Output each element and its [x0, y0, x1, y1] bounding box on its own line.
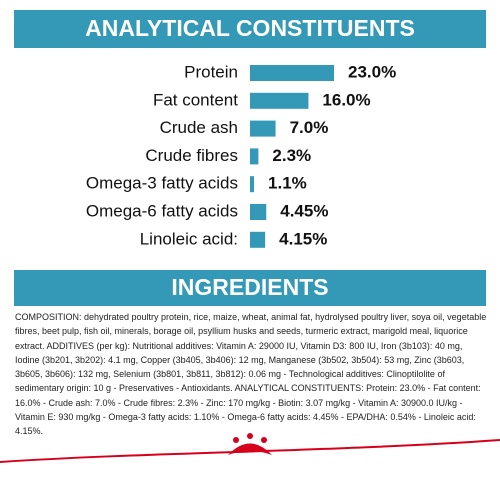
- value-label: 4.15%: [279, 229, 327, 248]
- bar: [250, 65, 334, 81]
- chart-title: ANALYTICAL CONSTITUENTS: [85, 15, 415, 41]
- category-label: Omega-6 fatty acids: [86, 201, 238, 220]
- value-label: 2.3%: [272, 146, 311, 165]
- bar: [250, 92, 309, 109]
- value-label: 7.0%: [290, 118, 329, 137]
- bar: [250, 148, 259, 165]
- bar: [250, 204, 267, 220]
- title-band: [14, 10, 486, 48]
- value-label: 4.45%: [280, 201, 328, 220]
- logo: [228, 433, 272, 455]
- category-label: Crude fibres: [145, 146, 238, 165]
- category-label: Linoleic acid:: [140, 229, 238, 248]
- value-label: 23.0%: [348, 62, 396, 81]
- ingredients-text: COMPOSITION: dehydrated poultry protein,…: [15, 312, 487, 437]
- category-label: Omega-3 fatty acids: [86, 174, 238, 193]
- bar: [250, 231, 266, 248]
- category-label: Fat content: [153, 90, 238, 109]
- ingredients-title: INGREDIENTS: [171, 274, 328, 300]
- red-swoosh: [0, 439, 500, 463]
- bar: [250, 120, 276, 137]
- ingredients-band: [14, 270, 486, 306]
- value-label: 16.0%: [322, 90, 370, 109]
- category-label: Protein: [184, 62, 238, 81]
- bar: [250, 176, 255, 193]
- category-label: Crude ash: [160, 118, 238, 137]
- value-label: 1.1%: [268, 174, 307, 193]
